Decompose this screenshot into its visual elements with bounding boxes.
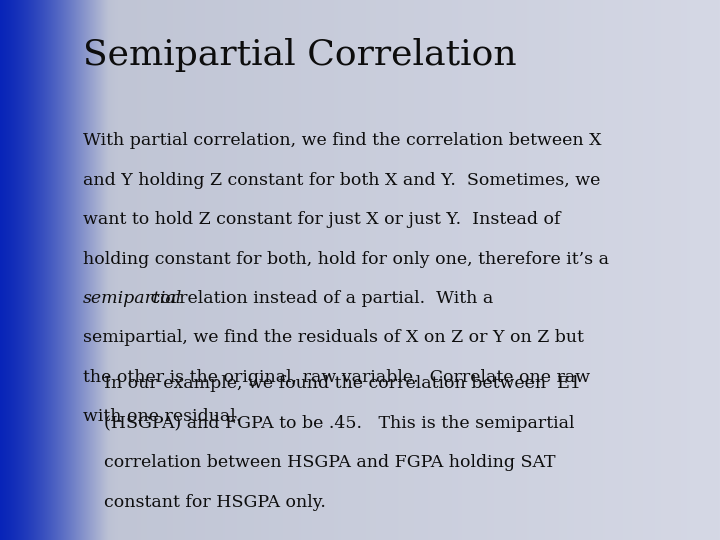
Text: holding constant for both, hold for only one, therefore it’s a: holding constant for both, hold for only… [83,251,609,267]
Text: with one residual.: with one residual. [83,408,241,425]
Text: In our example, we found the correlation between  E1: In our example, we found the correlation… [104,375,581,392]
Text: constant for HSGPA only.: constant for HSGPA only. [104,494,326,510]
Text: and Y holding Z constant for both X and Y.  Sometimes, we: and Y holding Z constant for both X and … [83,172,600,188]
Text: correlation instead of a partial.  With a: correlation instead of a partial. With a [145,290,494,307]
Text: semipartial, we find the residuals of X on Z or Y on Z but: semipartial, we find the residuals of X … [83,329,584,346]
Text: Semipartial Correlation: Semipartial Correlation [83,38,516,72]
Text: With partial correlation, we find the correlation between X: With partial correlation, we find the co… [83,132,601,149]
Text: the other is the original, raw variable.  Correlate one raw: the other is the original, raw variable.… [83,369,590,386]
Text: semipartial: semipartial [83,290,182,307]
Text: correlation between HSGPA and FGPA holding SAT: correlation between HSGPA and FGPA holdi… [104,454,556,471]
Text: (HSGPA) and FGPA to be .45.   This is the semipartial: (HSGPA) and FGPA to be .45. This is the … [104,415,575,431]
Text: want to hold Z constant for just X or just Y.  Instead of: want to hold Z constant for just X or ju… [83,211,560,228]
